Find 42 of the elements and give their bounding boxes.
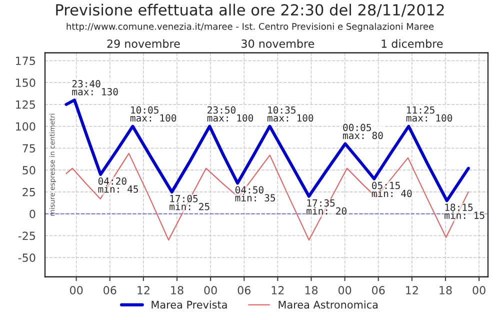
x-tick-label: 18 [305, 286, 318, 294]
legend-label: Marea Prevista [152, 300, 227, 309]
annotation: 18:15 min: 15 [444, 204, 484, 220]
annotation: 05:15 min: 40 [372, 182, 412, 198]
x-tick-label: 00 [472, 286, 486, 294]
x-tick-label: 12 [138, 286, 150, 294]
y-tick-label: 125 [16, 100, 35, 109]
x-tick-label: 12 [272, 286, 284, 294]
y-tick-label: -50 [18, 254, 36, 262]
y-tick-label: 50 [22, 166, 36, 174]
x-tick-label: 12 [406, 286, 418, 294]
x-tick-label: 00 [338, 286, 352, 294]
y-tick-label: 150 [16, 78, 36, 87]
x-tick-label: 18 [171, 286, 184, 294]
y-tick-label: 100 [16, 122, 36, 131]
annotation: 10:35 max: 100 [268, 106, 314, 122]
annotation: 17:35 min: 20 [306, 199, 346, 215]
annotation: 10:05 max: 100 [130, 106, 176, 122]
x-tick-label: 06 [372, 286, 385, 294]
annotation: 17:05 min: 25 [170, 194, 210, 210]
annotation: 04:50 min: 35 [235, 186, 276, 202]
y-tick-label: 0 [30, 210, 36, 218]
y-tick-label: 25 [22, 188, 35, 196]
chart-title: Previsione effettuata alle ore 22:30 del 28/11/2012 [56, 4, 444, 17]
annotation: 00:05 max: 80 [343, 124, 383, 140]
y-tick-label: 75 [22, 144, 35, 153]
x-tick-label: 18 [440, 286, 452, 294]
x2-tick-label: 29 novembre [107, 39, 180, 48]
annotation: 11:25 max: 100 [406, 106, 452, 122]
annotation: 23:50 max: 100 [207, 106, 254, 122]
annotation: 04:20 min: 45 [98, 177, 138, 193]
y-tick-label: 175 [16, 56, 35, 66]
y-tick-label: -25 [18, 232, 35, 240]
x-tick-label: 00 [70, 286, 83, 294]
annotation: 23:40 max: 130 [72, 80, 118, 96]
x2-tick-label: 1 dicembre [382, 39, 443, 48]
x2-tick-label: 30 novembre [242, 39, 314, 48]
x-tick-label: 06 [238, 286, 250, 294]
chart-subtitle: http://www.comune.venezia.it/maree - Ist. Centro Previsioni e Segnalazioni Maree [66, 22, 434, 32]
legend-label: Marea Astronomica [278, 300, 378, 309]
x-tick-label: 06 [104, 286, 116, 294]
x-tick-label: 00 [204, 286, 217, 294]
